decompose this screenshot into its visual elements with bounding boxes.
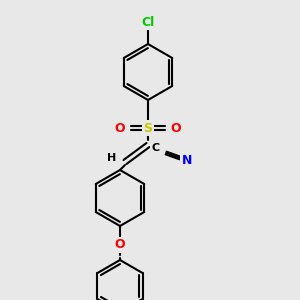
Text: S: S [143, 122, 152, 134]
Text: C: C [152, 143, 160, 153]
Text: O: O [115, 238, 125, 251]
Text: H: H [107, 153, 117, 163]
Text: Cl: Cl [141, 16, 154, 28]
Text: N: N [182, 154, 192, 166]
Text: O: O [171, 122, 181, 134]
Text: O: O [115, 122, 125, 134]
